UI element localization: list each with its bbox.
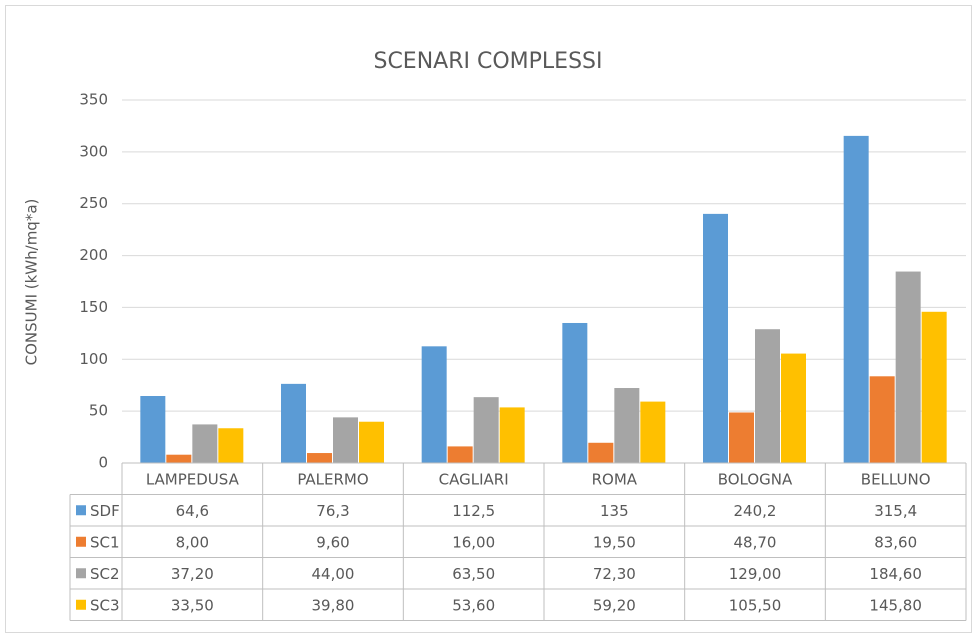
- table-cell: 59,20: [593, 596, 636, 614]
- bar: [588, 442, 614, 463]
- x-tick-label: LAMPEDUSA: [146, 470, 240, 488]
- table-cell: 63,50: [452, 565, 495, 583]
- table-cell: 16,00: [452, 533, 495, 551]
- y-tick-label: 150: [79, 298, 108, 316]
- x-tick-label: BELLUNO: [861, 470, 931, 488]
- bar: [166, 454, 192, 463]
- table-cell: 135: [600, 502, 629, 520]
- legend-swatch: [76, 505, 86, 516]
- table-cell: 64,6: [176, 502, 209, 520]
- table-cell: 184,60: [869, 565, 922, 583]
- bar: [703, 213, 728, 463]
- bar: [140, 396, 166, 463]
- bar: [781, 353, 806, 463]
- x-tick-label: PALERMO: [297, 470, 368, 488]
- bar: [562, 322, 588, 463]
- bar: [473, 397, 499, 463]
- table-cell: 53,60: [452, 596, 495, 614]
- x-tick-label: CAGLIARI: [439, 470, 509, 488]
- table-cell: 105,50: [729, 596, 782, 614]
- legend-label: SC2: [90, 565, 120, 583]
- bar: [729, 412, 754, 463]
- y-axis-label: CONSUMI (kWh/mq*a): [23, 199, 41, 366]
- table-cell: 83,60: [874, 533, 917, 551]
- table-cell: 145,80: [869, 596, 922, 614]
- y-tick-label: 350: [79, 91, 108, 109]
- legend-swatch: [76, 536, 86, 547]
- bar: [333, 417, 358, 463]
- chart-border: [5, 5, 972, 633]
- table-cell: 72,30: [593, 565, 636, 583]
- bar: [499, 407, 525, 463]
- bar: [921, 311, 947, 463]
- x-tick-label: ROMA: [592, 470, 638, 488]
- bar: [447, 446, 473, 463]
- bar: [755, 329, 780, 463]
- table-cell: 44,00: [312, 565, 355, 583]
- legend-label: SDF: [90, 502, 120, 520]
- table-cell: 76,3: [316, 502, 349, 520]
- bar: [421, 346, 447, 463]
- y-tick-label: 0: [98, 454, 108, 472]
- y-tick-label: 300: [79, 142, 108, 160]
- bar: [192, 424, 218, 463]
- table-cell: 240,2: [734, 502, 777, 520]
- bar: [307, 453, 332, 463]
- y-tick-label: 50: [89, 402, 108, 420]
- table-cell: 112,5: [452, 502, 495, 520]
- legend-swatch: [76, 568, 86, 579]
- legend-label: SC1: [90, 533, 120, 551]
- bar: [281, 383, 306, 463]
- table-cell: 33,50: [171, 596, 214, 614]
- y-tick-label: 100: [79, 350, 108, 368]
- y-tick-label: 250: [79, 194, 108, 212]
- table-cell: 39,80: [312, 596, 355, 614]
- chart-title: SCENARI COMPLESSI: [373, 49, 602, 74]
- table-cell: 8,00: [176, 533, 209, 551]
- table-cell: 48,70: [734, 533, 777, 551]
- table-cell: 315,4: [874, 502, 917, 520]
- bar: [869, 376, 895, 463]
- table-cell: 37,20: [171, 565, 214, 583]
- bar: [218, 428, 244, 463]
- legend-label: SC3: [90, 596, 120, 614]
- bar: [895, 271, 921, 463]
- bar: [640, 401, 666, 463]
- bar: [359, 421, 384, 463]
- bar: [843, 135, 869, 464]
- table-cell: 19,50: [593, 533, 636, 551]
- table-cell: 129,00: [729, 565, 782, 583]
- x-tick-label: BOLOGNA: [718, 470, 793, 488]
- bar: [614, 388, 640, 463]
- y-tick-label: 200: [79, 246, 108, 264]
- legend-swatch: [76, 599, 86, 610]
- table-cell: 9,60: [316, 533, 349, 551]
